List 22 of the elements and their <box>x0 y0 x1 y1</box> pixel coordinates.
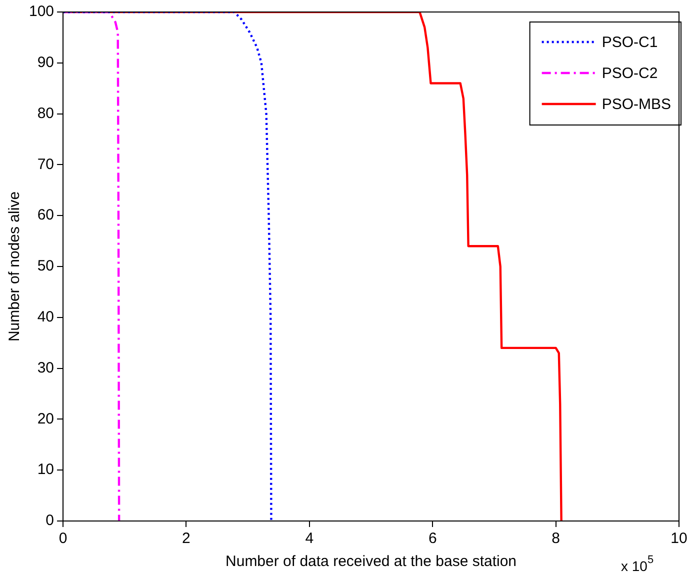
x-tick-label: 6 <box>428 530 437 548</box>
y-tick-label: 0 <box>46 512 54 530</box>
y-tick-label: 80 <box>37 104 54 122</box>
x-tick-label: 4 <box>305 530 314 548</box>
y-tick-label: 10 <box>37 461 54 478</box>
y-tick-label: 50 <box>37 258 54 275</box>
x-tick-label: 10 <box>670 530 688 548</box>
x-tick-label: 2 <box>182 530 190 548</box>
y-tick-label: 90 <box>37 54 54 72</box>
legend-label: PSO-MBS <box>602 96 672 114</box>
x-tick-label: 8 <box>552 530 560 548</box>
y-tick-label: 60 <box>37 206 54 224</box>
x-tick-label: 0 <box>58 530 68 548</box>
x-axis-title: Number of data received at the base station <box>226 553 517 570</box>
y-axis-title: Number of nodes alive <box>6 191 24 342</box>
y-tick-label: 30 <box>37 359 54 376</box>
y-tick-label: 40 <box>37 308 54 326</box>
y-tick-label: 70 <box>37 156 54 173</box>
legend-label: PSO-C1 <box>602 34 658 52</box>
legend-label: PSO-C2 <box>602 65 658 82</box>
y-tick-label: 20 <box>37 410 54 428</box>
y-tick-label: 100 <box>28 3 54 20</box>
